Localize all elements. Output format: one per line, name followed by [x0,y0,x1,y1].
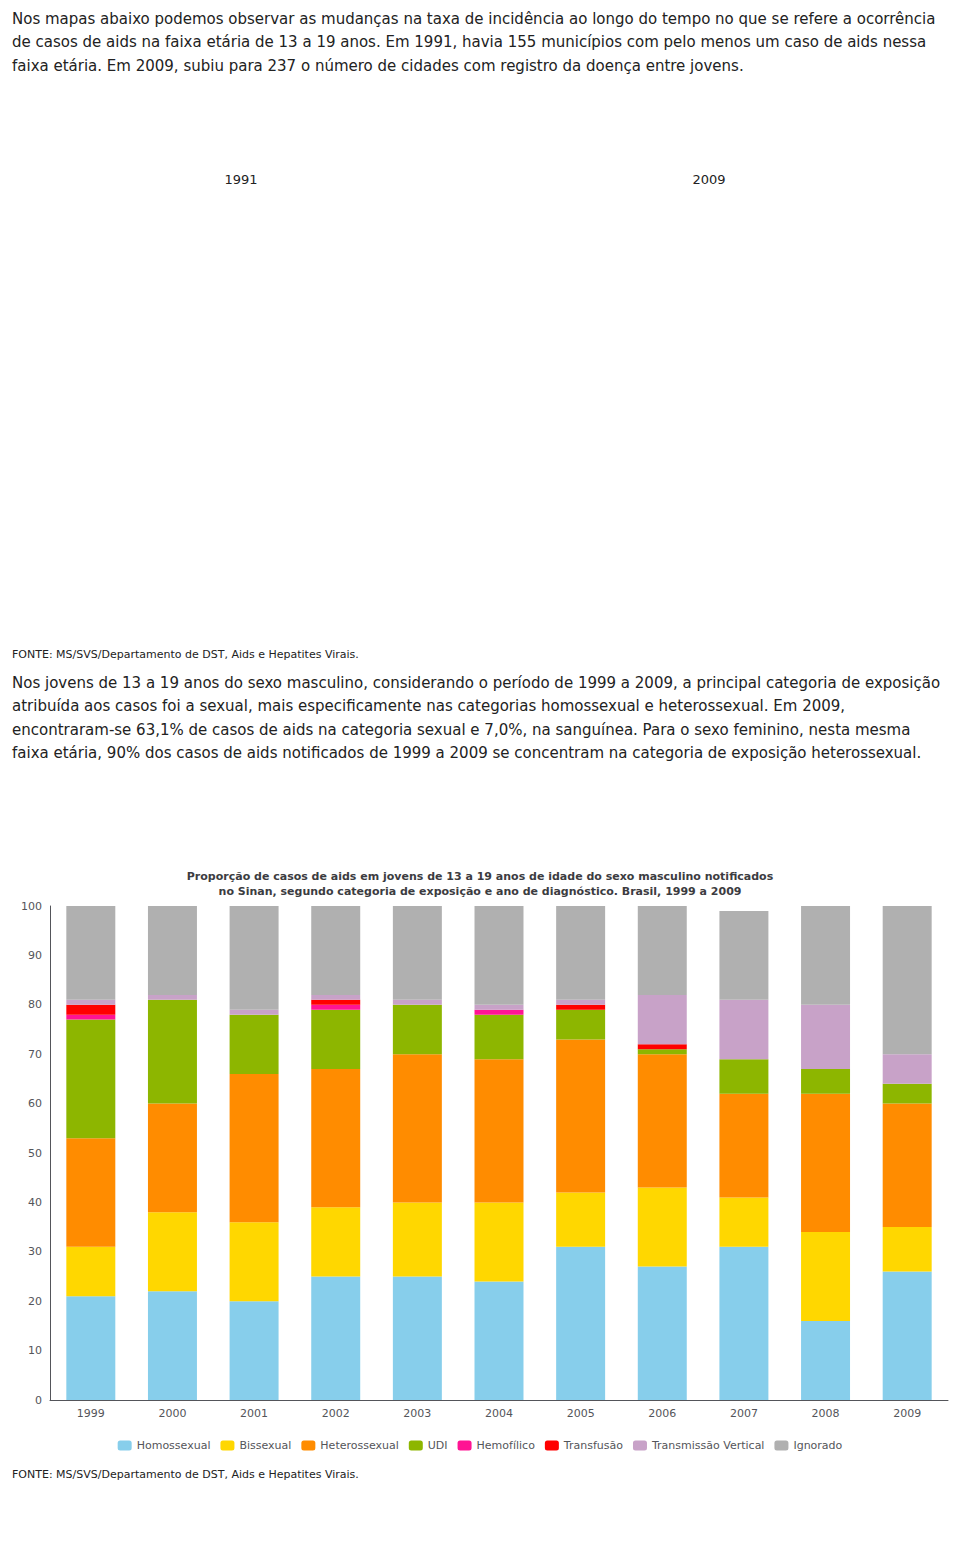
svg-text:40: 40 [28,1196,42,1209]
html-text:Nos mapas abaixo podemos obser: Nos mapas abaixo podemos observar as mud… [12,10,936,75]
svg-text:60: 60 [28,1097,42,1110]
svg-text:Homossexual: Homossexual [137,1439,211,1452]
html-text:FONTE: MS/SVS/Departamento de: FONTE: MS/SVS/Departamento de DST, Aids … [12,648,359,661]
svg-text:no Sinan, segundo categoria de: no Sinan, segundo categoria de exposição… [219,885,742,898]
svg-text:80: 80 [28,998,42,1011]
svg-text:Transfusão: Transfusão [563,1439,623,1452]
svg-text:0: 0 [35,1394,42,1407]
svg-text:90: 90 [28,949,42,962]
svg-text:1999: 1999 [77,1407,105,1420]
svg-text:50: 50 [28,1147,42,1160]
svg-text:2001: 2001 [240,1407,268,1420]
svg-text:30: 30 [28,1245,42,1258]
svg-text:10: 10 [28,1344,42,1357]
svg-text:Ignorado: Ignorado [793,1439,842,1452]
svg-text:2000: 2000 [158,1407,186,1420]
svg-text:20: 20 [28,1295,42,1308]
html-text:2009: 2009 [692,172,726,187]
svg-text:70: 70 [28,1048,42,1061]
svg-text:2002: 2002 [322,1407,350,1420]
svg-text:UDI: UDI [428,1439,448,1452]
svg-text:Bissexual: Bissexual [239,1439,291,1452]
html-text:Nos jovens de 13 a 19 anos do: Nos jovens de 13 a 19 anos do sexo mascu… [12,674,941,762]
svg-text:2006: 2006 [648,1407,676,1420]
svg-text:2005: 2005 [567,1407,595,1420]
svg-text:2004: 2004 [485,1407,513,1420]
svg-text:2007: 2007 [730,1407,758,1420]
svg-text:Proporção de casos de aids em: Proporção de casos de aids em jovens de … [187,870,774,883]
svg-text:100: 100 [21,900,42,913]
svg-text:2008: 2008 [812,1407,840,1420]
svg-text:Hemofílico: Hemofílico [477,1439,536,1452]
svg-text:Transmissão Vertical: Transmissão Vertical [651,1439,764,1452]
html-text:FONTE: MS/SVS/Departamento de: FONTE: MS/SVS/Departamento de DST, Aids … [12,1468,359,1481]
svg-text:Heterossexual: Heterossexual [320,1439,398,1452]
html-text:1991: 1991 [224,172,258,187]
svg-text:2003: 2003 [403,1407,431,1420]
svg-text:2009: 2009 [893,1407,921,1420]
